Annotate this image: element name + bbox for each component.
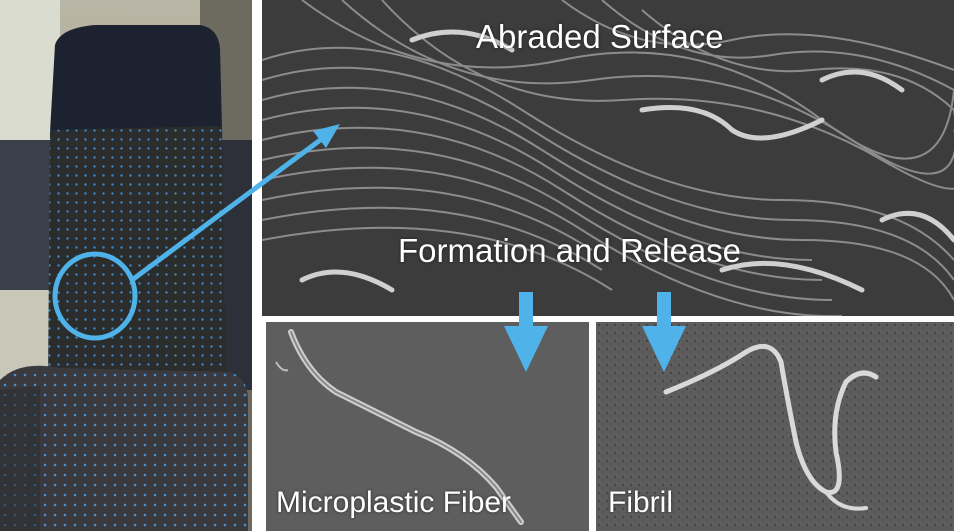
- microplastic-fiber-label: Microplastic Fiber: [276, 486, 512, 519]
- formation-release-label: Formation and Release: [398, 232, 742, 269]
- train-seat-illustration: [0, 0, 252, 531]
- fibril-label: Fibril: [608, 486, 673, 519]
- abraded-surface-label: Abraded Surface: [476, 18, 724, 55]
- abraded-surface-micrograph: [262, 0, 954, 316]
- sem-surface-illustration: [262, 0, 954, 316]
- train-seat-photo: [0, 0, 252, 531]
